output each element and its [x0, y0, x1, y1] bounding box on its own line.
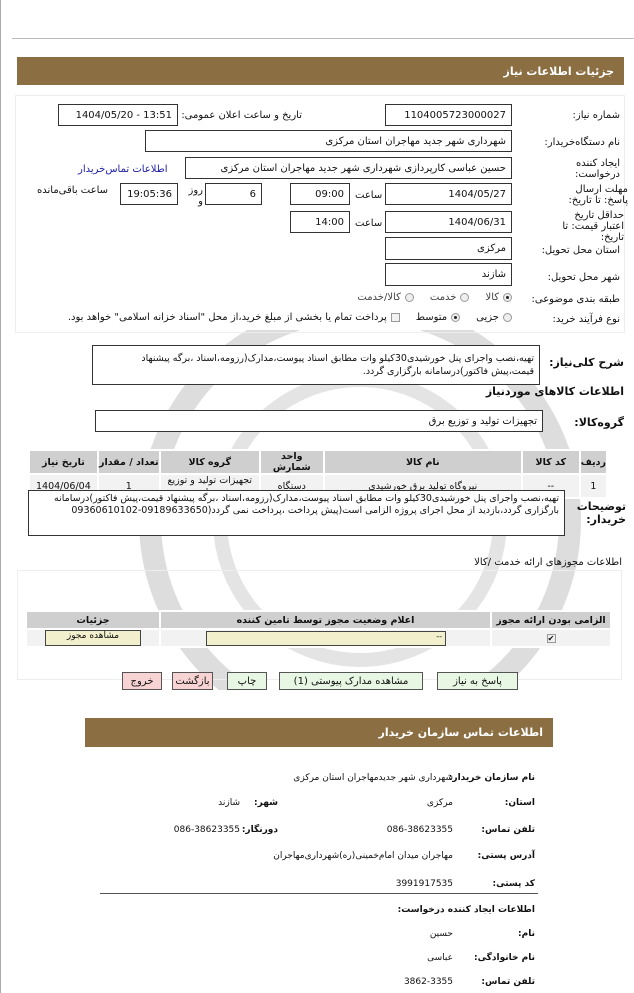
- days-remaining-field: 6: [205, 183, 262, 205]
- phone-value: 086-38623355: [386, 825, 453, 835]
- phone-label: تلفن تماس:: [481, 825, 535, 835]
- reply-button[interactable]: پاسخ به نیاز: [437, 672, 518, 690]
- status-input[interactable]: --: [206, 630, 446, 646]
- validity-date-field: 1404/06/31: [385, 211, 512, 233]
- buyer-contact-link[interactable]: اطلاعات تماس‌خریدار: [78, 164, 168, 175]
- province-field: مرکزی: [385, 237, 512, 260]
- deadline-date-field: 1404/05/27: [385, 183, 512, 205]
- category-label: طبقه بندی موضوعی:: [531, 294, 620, 305]
- name-label: نام:: [518, 929, 535, 939]
- category-radio-both[interactable]: کالا/خدمت: [357, 292, 414, 303]
- process-radio-medium[interactable]: متوسط: [416, 312, 461, 323]
- name-value: حسین: [429, 929, 453, 939]
- creator-info-title: اطلاعات ایجاد کننده درخواست:: [397, 905, 535, 915]
- buyer-notes-label: توضیحات خریدار:: [576, 500, 626, 526]
- col-row: ردیف: [578, 449, 609, 475]
- days-label: روز و: [188, 185, 204, 207]
- contact-title: اطلاعات تماس سازمان خریدار: [378, 726, 543, 739]
- fax-label: دورنگار:: [241, 825, 278, 835]
- goods-group-label: گروه‌کالا:: [574, 416, 624, 429]
- page-header: جزئیات اطلاعات نیاز: [17, 57, 624, 85]
- page-title: جزئیات اطلاعات نیاز: [503, 64, 615, 78]
- process-radio-minor[interactable]: جزیی: [476, 312, 512, 323]
- col-required: الزامی بودن ارائه مجوز: [490, 610, 612, 630]
- need-number-label: شماره نیاز:: [572, 110, 621, 121]
- goods-group-field: تجهیزات تولید و توزیع برق: [95, 410, 543, 432]
- remaining-label: ساعت باقی‌مانده: [37, 185, 109, 196]
- fax-value: 086-38623355: [173, 825, 240, 835]
- col-date: تاریخ نیاز: [28, 449, 99, 475]
- col-name: نام کالا: [322, 449, 523, 475]
- buyer-field: شهرداری شهر جدید مهاجران استان مرکزی: [145, 130, 512, 152]
- category-radio-service[interactable]: خدمت: [430, 292, 470, 303]
- family-label: نام خانوادگی:: [473, 953, 535, 963]
- required-checkbox[interactable]: ✔: [546, 633, 556, 643]
- validity-time-label: ساعت: [355, 218, 383, 229]
- buyer-notes-field: تهیه،نصب واجرای پنل خورشیدی30کیلو وات مط…: [28, 490, 565, 536]
- province-label: استان:: [504, 798, 535, 808]
- table-row: ✔ -- مشاهده مجوز: [25, 628, 612, 648]
- postal-label: کد پستی:: [492, 879, 535, 889]
- buyer-label: نام دستگاه‌خریدار:: [544, 137, 620, 148]
- col-status: اعلام وضعیت مجوز توسط تامین کننده: [159, 610, 492, 630]
- category-radio-group: کالا خدمت کالا/خدمت: [357, 292, 512, 303]
- back-button[interactable]: بازگشت: [172, 672, 213, 690]
- print-button[interactable]: چاپ: [227, 672, 267, 690]
- status-cell: --: [159, 628, 492, 648]
- validity-label: حداقل تاریخ اعتبار قیمت: تا تاریخ:: [562, 210, 624, 243]
- exit-button[interactable]: خروج: [122, 672, 162, 690]
- process-radio-group: جزیی متوسط پرداخت تمام یا بخشی از مبلغ خ…: [68, 312, 512, 323]
- province-label: استان محل تحویل:: [541, 245, 620, 256]
- permits-table: الزامی بودن ارائه مجوز اعلام وضعیت مجوز …: [25, 610, 612, 648]
- creator-field: حسین عباسی کارپردازی شهرداری شهر جدید مه…: [185, 157, 512, 179]
- remaining-time-field: 19:05:36: [120, 183, 178, 205]
- permits-table-header: الزامی بودن ارائه مجوز اعلام وضعیت مجوز …: [25, 610, 612, 630]
- left-border: [0, 0, 1, 993]
- col-group: گروه کالا: [158, 449, 261, 475]
- col-code: کد کالا: [520, 449, 581, 475]
- islamic-treasury-checkbox[interactable]: پرداخت تمام یا بخشی از مبلغ خرید،از محل …: [68, 312, 400, 323]
- contact-header: اطلاعات تماس سازمان خریدار: [85, 718, 553, 747]
- address-value: مهاجران میدان امام‌خمینی(ره)شهرداری‌مهاج…: [273, 851, 453, 861]
- need-number-field: 1104005723000027: [385, 104, 512, 126]
- col-unit: واحد شمارش: [258, 449, 325, 475]
- deadline-time-label: ساعت: [355, 190, 383, 201]
- city-value: شازند: [218, 798, 240, 808]
- col-qty: تعداد / مقدار: [96, 449, 161, 475]
- details-panel: [15, 95, 625, 333]
- details-cell: مشاهده مجوز: [25, 628, 161, 648]
- deadline-time-field: 09:00: [290, 183, 350, 205]
- validity-time-field: 14:00: [290, 211, 350, 233]
- creator-phone-label: تلفن تماس:: [481, 977, 535, 987]
- org-label: نام سازمان خریدار:: [448, 773, 535, 783]
- creator-phone-value: 3862-3355: [403, 977, 453, 987]
- city-field: شازند: [385, 263, 512, 286]
- org-value: شهرداری شهر جدیدمهاجران استان مرکزی: [293, 773, 453, 783]
- announce-label: تاریخ و ساعت اعلان عمومی:: [181, 110, 302, 121]
- goods-section-title: اطلاعات کالاهای موردنیاز: [485, 385, 624, 398]
- permits-title: اطلاعات مجوزهای ارائه خدمت /کالا: [474, 557, 622, 568]
- summary-field: تهیه،نصب واجرای پنل خورشیدی30کیلو وات مط…: [92, 345, 540, 385]
- city-label: شهر:: [254, 798, 278, 808]
- deadline-label: مهلت ارسال پاسخ: تا تاریخ:: [568, 184, 629, 206]
- creator-label: ایجاد کننده درخواست:: [575, 158, 620, 180]
- col-details: جزئیات: [25, 610, 161, 630]
- contact-divider: [100, 893, 538, 894]
- province-value: مرکزی: [426, 798, 453, 808]
- announce-field: 1404/05/20 - 13:51: [58, 104, 178, 126]
- top-divider: [12, 38, 634, 39]
- required-cell: ✔: [490, 628, 612, 648]
- address-label: آدرس پستی:: [477, 851, 535, 861]
- family-value: عباسی: [427, 953, 453, 963]
- view-attachments-button[interactable]: مشاهده مدارک پیوستی (1): [279, 672, 423, 690]
- postal-value: 3991917535: [395, 879, 453, 889]
- summary-label: شرح کلی‌نیاز:: [549, 356, 624, 369]
- goods-table-header: ردیف کد کالا نام کالا واحد شمارش گروه کا…: [28, 449, 609, 475]
- view-permit-button[interactable]: مشاهده مجوز: [45, 630, 141, 646]
- category-radio-goods[interactable]: کالا: [485, 292, 512, 303]
- process-label: نوع فرآیند خرید:: [552, 314, 621, 325]
- city-label: شهر محل تحویل:: [547, 272, 620, 283]
- cell: 1: [578, 473, 609, 499]
